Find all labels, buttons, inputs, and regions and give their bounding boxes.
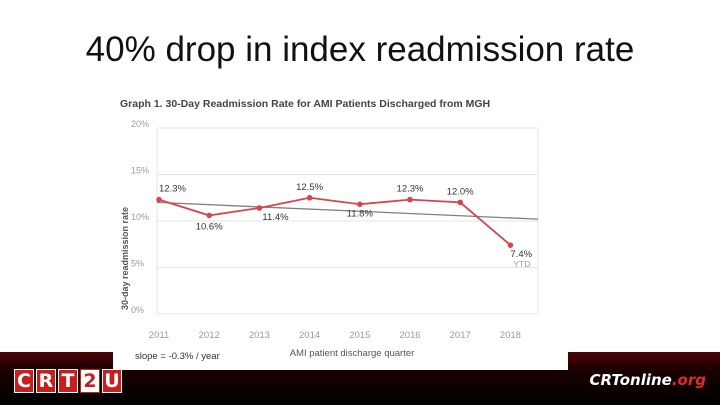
crt2u-logo: C R T 2 U [14,369,122,395]
logo-letter: 2 [80,369,100,393]
slide-title: 40% drop in index readmission rate [85,30,635,69]
crtonline-logo-main: CRTonline [589,371,672,389]
x-axis-label: AMI patient discharge quarter [290,348,415,359]
y-axis-label: 30-day readmission rate [120,207,130,310]
x-tick-label: 2017 [450,330,471,341]
data-point [357,201,363,208]
x-tick-label: 2013 [249,330,270,341]
x-tick-label: 2011 [149,330,169,341]
data-label: 11.8% [347,208,374,219]
readmission-chart: Graph 1. 30-Day Readmission Rate for AMI… [120,98,539,362]
logo-letter: R [36,369,56,393]
data-point [156,196,162,203]
slope-label: slope = -0.3% / year [135,351,220,362]
y-tick-label: 0% [131,305,144,315]
data-point [206,212,212,219]
data-point [306,194,313,201]
logo-letter: C [14,369,34,393]
data-point [256,205,263,211]
logo-letter: U [102,369,122,393]
data-label: 7.4% [510,249,532,260]
data-label: 12.5% [296,182,323,193]
trendline [156,201,539,220]
x-tick-label: 2016 [399,330,420,341]
x-tick-label: 2015 [349,330,370,341]
chart-title: Graph 1. 30-Day Readmission Rate for AMI… [120,98,490,110]
crtonline-logo: CRTonline.org [590,371,706,389]
data-point [407,196,413,203]
data-label: 11.4% [262,212,289,223]
data-label: 12.0% [447,186,474,197]
chart-panel: Graph 1. 30-Day Readmission Rate for AMI… [113,90,568,370]
y-tick-label: 10% [131,212,149,222]
logo-letter: T [58,369,78,393]
y-tick-label: 20% [131,119,149,129]
data-label: 12.3% [159,184,186,195]
series-line [158,196,511,246]
y-tick-label: 15% [131,166,149,176]
y-tick-label: 5% [131,259,144,269]
data-label: 12.3% [397,184,424,195]
crtonline-logo-suffix: .org [671,371,706,389]
data-point [507,242,514,248]
data-point [457,199,464,206]
data-label: 10.6% [196,221,223,232]
x-tick-label: 2018 [500,330,521,341]
x-tick-label: 2012 [199,330,220,341]
ytd-label: YTD [513,259,530,269]
x-tick-label: 2014 [299,330,320,341]
